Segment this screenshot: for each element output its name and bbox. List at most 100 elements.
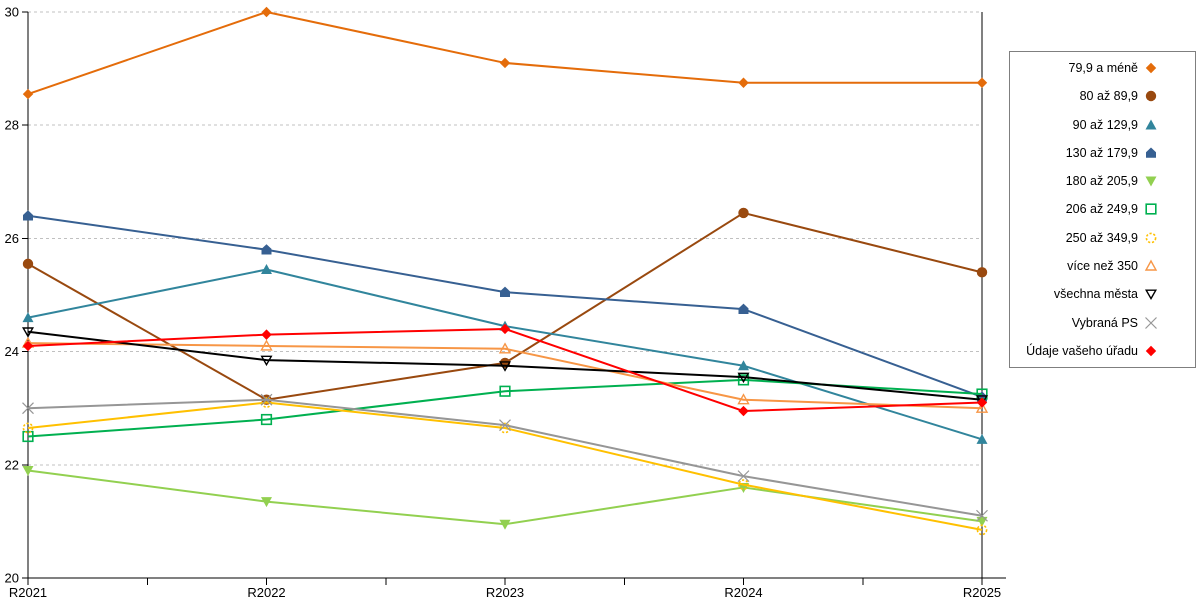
x-tick-label: R2023 xyxy=(486,585,524,600)
series-line-8 xyxy=(27,330,983,401)
circle-outline-icon xyxy=(1145,232,1157,244)
triangle-down-icon xyxy=(1145,176,1157,187)
circle-outline-icon xyxy=(1145,232,1157,244)
triangle-down-icon xyxy=(1145,176,1157,187)
y-tick-label: 20 xyxy=(5,571,19,586)
triangle-up-outline-icon xyxy=(1144,259,1158,271)
y-tick-label: 22 xyxy=(5,457,19,472)
pentagon-icon xyxy=(261,244,272,255)
chart-legend: 79,9 a méně 80 až 89,9 90 až 129,9 130 až 1… xyxy=(1009,51,1196,368)
y-tick-label: 24 xyxy=(5,344,19,359)
series-line-9 xyxy=(27,398,983,517)
circle-outline-icon xyxy=(738,479,749,491)
diamond-icon xyxy=(1145,62,1157,74)
x-mark-icon xyxy=(976,509,988,522)
diamond-icon xyxy=(738,405,749,417)
x-mark-icon xyxy=(22,402,34,415)
triangle-down-outline-icon xyxy=(1144,289,1158,301)
legend-item: Vybraná PS xyxy=(1010,310,1195,336)
x-tick-label: R2025 xyxy=(963,585,1001,600)
x-tick-label: R2022 xyxy=(247,585,285,600)
circle-icon xyxy=(1145,91,1157,102)
legend-item-label: všechna města xyxy=(1053,287,1138,302)
x-tick-label: R2024 xyxy=(724,585,762,600)
circle-outline-icon xyxy=(261,397,272,408)
circle-icon xyxy=(22,258,34,270)
x-tick-label: R2021 xyxy=(9,585,47,600)
circle-outline-icon xyxy=(499,422,511,434)
triangle-up-outline-icon xyxy=(260,339,273,351)
pentagon-icon xyxy=(1146,147,1156,158)
diamond-icon xyxy=(261,6,272,18)
legend-item: Údaje vašeho úřadu xyxy=(1010,338,1195,364)
legend-item-label: 130 až 179,9 xyxy=(1065,145,1138,160)
diamond-icon xyxy=(1145,62,1157,74)
triangle-down-outline-icon xyxy=(21,327,35,338)
triangle-up-icon xyxy=(261,264,272,275)
triangle-up-outline-icon xyxy=(1144,259,1158,271)
triangle-up-icon xyxy=(976,433,988,444)
legend-item-label: Vybraná PS xyxy=(1071,315,1138,330)
diamond-icon xyxy=(976,397,988,408)
circle-outline-icon xyxy=(22,422,34,434)
y-tick-label: 26 xyxy=(5,231,19,246)
circle-outline-icon xyxy=(976,524,988,536)
x-mark-icon xyxy=(1145,316,1157,329)
triangle-down-outline-icon xyxy=(498,361,512,372)
legend-item-label: 79,9 a méně xyxy=(1068,61,1139,76)
legend-item: více než 350 xyxy=(1010,253,1195,279)
legend-item: 80 až 89,9 xyxy=(1010,83,1195,109)
square-outline-icon xyxy=(260,413,273,426)
triangle-down-icon xyxy=(22,465,34,476)
circle-icon xyxy=(976,267,988,278)
legend-item: 206 až 249,9 xyxy=(1010,196,1195,222)
circle-icon xyxy=(1145,91,1157,102)
diamond-icon xyxy=(499,323,511,335)
legend-item: 130 až 179,9 xyxy=(1010,140,1195,166)
diamond-icon xyxy=(1145,345,1157,356)
diamond-icon xyxy=(1145,345,1157,356)
x-mark-icon xyxy=(499,419,511,432)
x-mark-icon xyxy=(1145,316,1157,329)
pentagon-icon xyxy=(1146,147,1156,158)
pentagon-icon xyxy=(23,210,33,221)
x-mark-icon xyxy=(260,393,273,406)
legend-item-label: 206 až 249,9 xyxy=(1065,202,1138,217)
triangle-up-outline-icon xyxy=(975,401,989,413)
pentagon-icon xyxy=(738,303,749,314)
plot-area: 20 22 24 26 28 30 R2021 R2022 R2023 R2024 R2025 xyxy=(5,5,1006,600)
triangle-up-icon xyxy=(738,360,749,371)
legend-item-label: 90 až 129,9 xyxy=(1072,117,1138,132)
square-outline-icon xyxy=(1145,203,1157,216)
legend-item-label: více než 350 xyxy=(1067,258,1138,273)
triangle-up-icon xyxy=(1145,119,1157,130)
square-outline-icon xyxy=(737,374,750,386)
square-outline-icon xyxy=(499,385,511,397)
legend-item: všechna města xyxy=(1010,281,1195,307)
series-line-4 xyxy=(27,469,983,526)
triangle-down-icon xyxy=(261,497,272,508)
diamond-icon xyxy=(261,329,272,340)
triangle-down-outline-icon xyxy=(737,372,750,384)
legend-item: 79,9 a méně xyxy=(1010,55,1195,81)
x-mark-icon xyxy=(737,470,750,483)
y-tick-label: 30 xyxy=(5,5,19,20)
pentagon-icon xyxy=(500,286,510,297)
triangle-up-outline-icon xyxy=(498,342,512,354)
triangle-down-icon xyxy=(976,516,988,527)
triangle-down-outline-icon xyxy=(260,355,273,367)
triangle-up-icon xyxy=(22,312,34,323)
diamond-icon xyxy=(499,57,511,69)
series-line-6 xyxy=(27,401,983,531)
y-tick-label: 28 xyxy=(5,118,19,133)
triangle-down-icon xyxy=(499,519,511,530)
diamond-icon xyxy=(22,340,34,352)
triangle-up-icon xyxy=(1145,119,1157,130)
diamond-icon xyxy=(976,77,988,88)
legend-item: 180 až 205,9 xyxy=(1010,168,1195,194)
diamond-icon xyxy=(738,77,749,88)
circle-icon xyxy=(738,207,749,219)
legend-item: 250 až 349,9 xyxy=(1010,225,1195,251)
legend-item-label: 180 až 205,9 xyxy=(1065,174,1138,189)
